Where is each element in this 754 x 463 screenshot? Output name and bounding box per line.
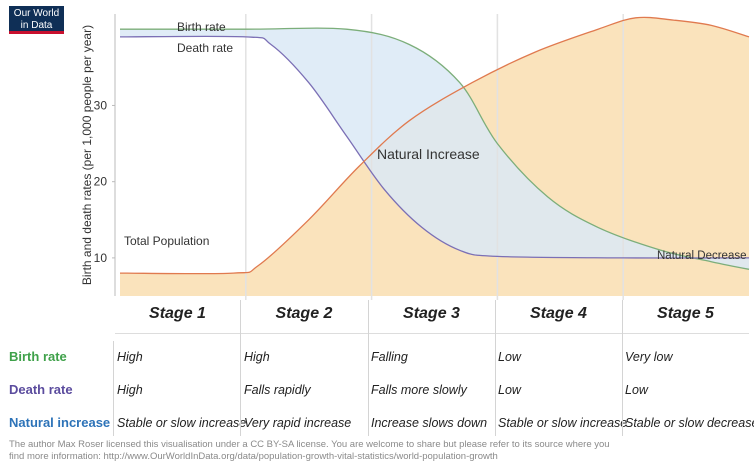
row-label-natural-increase: Natural increase: [9, 415, 111, 430]
stage-1-label: Stage 1: [149, 305, 206, 322]
owid-logo: Our World in Data: [9, 6, 64, 34]
cell-birth-stage-5: Very low: [625, 350, 673, 364]
footer-line-1: The author Max Roser licensed this visua…: [9, 439, 610, 450]
natural-increase-band: [120, 28, 749, 270]
annotation-natural-increase: Natural Increase: [377, 146, 480, 162]
chart-area: 10 20 30 Birth and death rates (per 1,000 …: [80, 14, 750, 300]
y-tick-label: 20: [94, 175, 108, 189]
y-axis-label: Birth and death rates (per 1,000 people …: [80, 25, 94, 285]
license-footer: The author Max Roser licensed this visua…: [9, 439, 749, 463]
row-label-death-rate: Death rate: [9, 382, 73, 397]
death-rate-line: [119, 35, 750, 259]
cell-death-stage-4: Low: [498, 383, 521, 397]
cell-death-stage-1: High: [117, 383, 143, 397]
cell-death-stage-3: Falls more slowly: [371, 383, 467, 397]
cell-birth-stage-3: Falling: [371, 350, 408, 364]
table-divider-1: [113, 341, 114, 436]
cell-natural-stage-2: Very rapid increase: [244, 416, 352, 430]
legend-birth-rate: Birth rate: [177, 20, 226, 34]
footer-line-2: find more information: http://www.OurWor…: [9, 451, 498, 462]
cell-natural-stage-3: Increase slows down: [371, 416, 488, 430]
legend-total-population: Total Population: [124, 234, 209, 248]
annotation-natural-decrease: Natural Decrease: [657, 250, 746, 262]
logo-line-2: in Data: [20, 20, 53, 31]
table-top-rule: [115, 333, 749, 334]
row-label-birth-rate: Birth rate: [9, 349, 67, 364]
logo-line-1: Our World: [13, 8, 60, 19]
cell-birth-stage-1: High: [117, 350, 143, 364]
table-row-death-rate: Death rate High Falls rapidly Falls more…: [0, 378, 754, 404]
y-tick-label: 10: [94, 251, 108, 265]
y-tick-label: 30: [94, 98, 108, 112]
cell-natural-stage-5: Stable or slow decrease: [625, 416, 754, 430]
stage-5-label: Stage 5: [657, 305, 714, 322]
legend-death-rate: Death rate: [177, 41, 233, 55]
cell-natural-stage-4: Stable or slow increase: [498, 416, 628, 430]
stage-2-label: Stage 2: [275, 305, 333, 322]
cell-birth-stage-4: Low: [498, 350, 521, 364]
table-divider-4: [495, 300, 496, 436]
cell-birth-stage-2: High: [244, 350, 270, 364]
table-divider-3: [368, 300, 369, 436]
table-divider-5: [622, 300, 623, 436]
cell-death-stage-2: Falls rapidly: [244, 383, 311, 397]
stage-header-row: Stage 1 Stage 2 Stage 3 Stage 4 Stage 5: [0, 297, 754, 333]
stage-4-label: Stage 4: [530, 305, 587, 322]
table-row-natural-increase: Natural increase Stable or slow increase…: [0, 411, 754, 437]
population-line: [119, 16, 750, 275]
table-divider-2: [240, 300, 241, 436]
birth-rate-line: [120, 27, 750, 270]
table-row-birth-rate: Birth rate High High Falling Low Very lo…: [0, 345, 754, 371]
stage-3-label: Stage 3: [403, 305, 460, 322]
cell-death-stage-5: Low: [625, 383, 648, 397]
cell-natural-stage-1: Stable or slow increase: [117, 416, 247, 430]
